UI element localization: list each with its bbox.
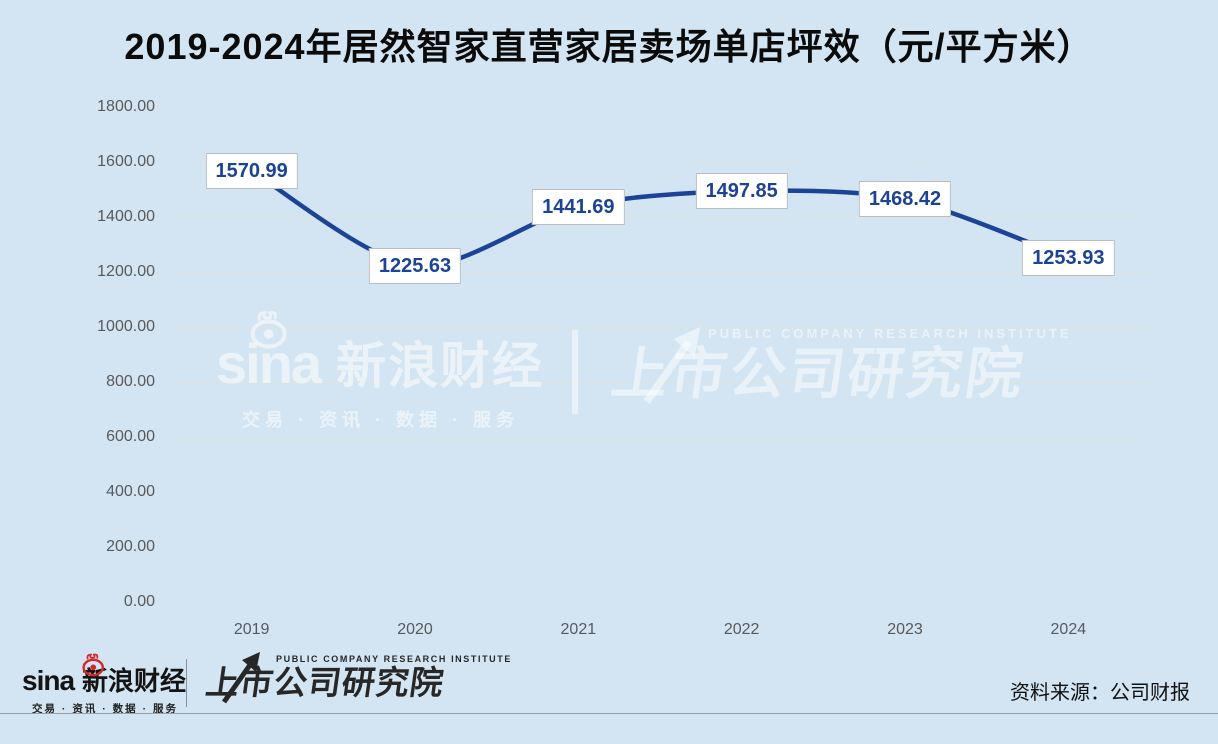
sina-eye-icon [82, 653, 104, 677]
data-point-label: 1441.69 [532, 188, 625, 225]
data-point-label: 1225.63 [368, 247, 462, 284]
data-point-label: 1497.85 [695, 173, 788, 210]
x-axis-tick-label: 2023 [887, 621, 923, 638]
y-axis-tick-label: 1200.00 [97, 263, 155, 280]
y-axis-tick-label: 1800.00 [97, 98, 155, 115]
x-axis-tick-label: 2024 [1050, 621, 1087, 638]
data-point-label: 1570.99 [205, 152, 298, 189]
chart-title: 2019-2024年居然智家直营家居卖场单店坪效（元/平方米） [124, 26, 1094, 67]
x-axis-tick-label: 2020 [397, 621, 433, 638]
y-axis-tick-label: 1000.00 [97, 318, 155, 335]
footer-rule [0, 713, 1218, 714]
y-axis-tick-label: 800.00 [106, 373, 155, 390]
arrow-up-right-icon [221, 652, 260, 704]
data-point-label: 1253.93 [1022, 240, 1115, 277]
y-axis-tick-label: 1400.00 [97, 208, 155, 225]
x-axis-tick-label: 2021 [560, 621, 597, 638]
y-axis-tick-label: 600.00 [106, 428, 155, 445]
x-axis-tick-label: 2022 [723, 621, 760, 638]
data-point-label: 1468.42 [858, 181, 952, 218]
footer-sina-tagline: 交易 · 资讯 · 数据 · 服务 [32, 703, 178, 715]
footer-institute-name: 上市公司研究院 [203, 664, 447, 701]
data-source-note: 资料来源：公司财报 [1010, 682, 1190, 704]
footer-sina-logo: sina 新浪财经 交易 · 资讯 · 数据 · 服务 [22, 653, 186, 716]
y-axis-tick-label: 0.00 [123, 593, 155, 610]
y-axis-tick-label: 200.00 [106, 538, 155, 555]
y-axis-tick-label: 1600.00 [97, 153, 155, 170]
footer-institute-logo: PUBLIC COMPANY RESEARCH INSTITUTE 上市公司研究… [203, 652, 512, 704]
footer-sina-word: sina [22, 665, 75, 696]
footer-divider [186, 659, 187, 707]
x-axis-tick-label: 2019 [233, 621, 270, 638]
y-axis-tick-label: 400.00 [106, 483, 155, 500]
footer-institute-subtitle: PUBLIC COMPANY RESEARCH INSTITUTE [276, 654, 512, 664]
